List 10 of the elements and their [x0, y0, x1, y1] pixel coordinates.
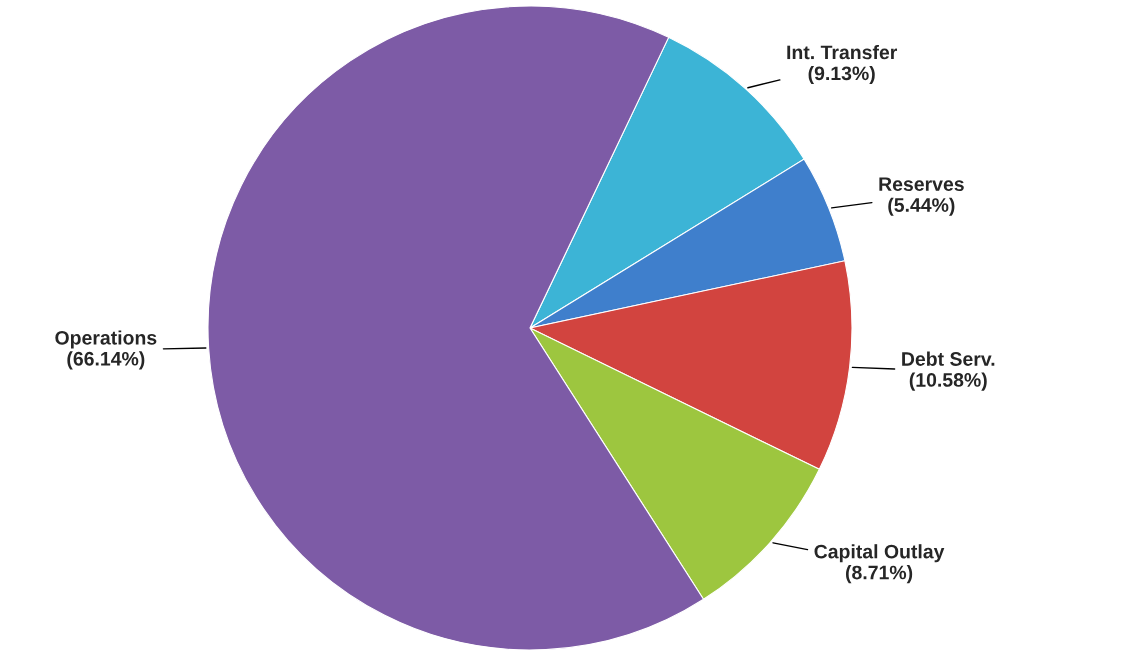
slice-label: Capital Outlay	[814, 544, 945, 563]
slice-label: Reserves	[879, 177, 964, 191]
data-label: (8.71%)	[846, 565, 913, 584]
data-label: (10.58%)	[909, 372, 987, 391]
data-label: (9.13%)	[808, 65, 875, 85]
slice-label: Operations	[55, 330, 157, 349]
slice-label: Int. Transfer	[787, 44, 898, 60]
data-label: (66.14%)	[67, 351, 145, 370]
slice-label: Debt Serv.	[902, 351, 995, 366]
data-label: (5.44%)	[888, 197, 955, 216]
